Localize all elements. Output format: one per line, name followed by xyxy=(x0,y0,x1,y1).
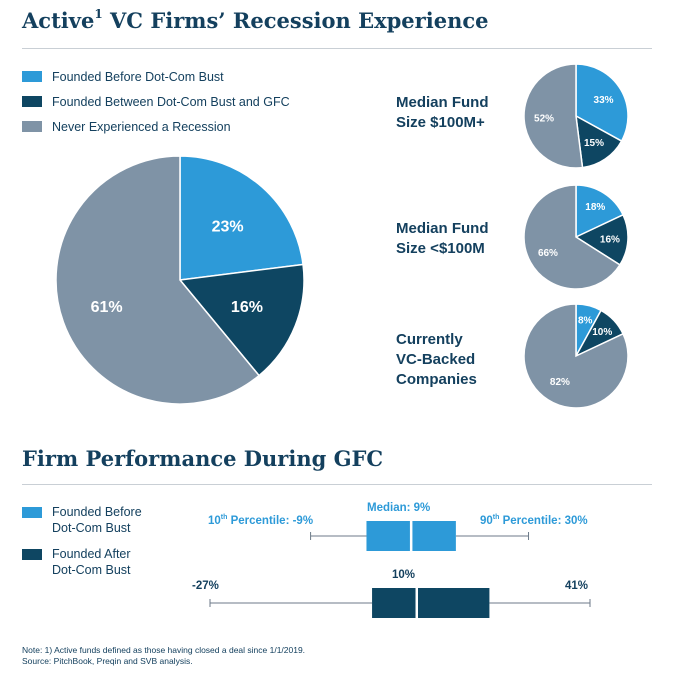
p90-suffix: th xyxy=(492,514,500,521)
section-title-recession: Active1 VC Firms’ Recession Experience xyxy=(22,7,489,33)
legend-item: Founded Between Dot-Com Bust and GFC xyxy=(22,89,290,114)
title-main: Active xyxy=(22,8,95,33)
pie-slice-label: 15% xyxy=(584,138,604,149)
pie-slice-label: 82% xyxy=(550,377,570,388)
footnote: Note: 1) Active funds defined as those h… xyxy=(22,645,305,667)
legend: Founded Before Dot-Com Bust Founded Betw… xyxy=(22,64,290,139)
pie-slice-label: 52% xyxy=(534,114,554,125)
pie-title-line: Currently xyxy=(396,331,463,348)
box-plot-before xyxy=(310,521,530,551)
box-legend-label: Founded After xyxy=(52,547,131,561)
box-before-p10-label: 10th Percentile: -9% xyxy=(208,514,313,527)
section-title-performance: Firm Performance During GFC xyxy=(22,446,384,471)
title-rest: VC Firms’ Recession Experience xyxy=(102,8,489,33)
footnote-note: Note: 1) Active funds defined as those h… xyxy=(22,645,306,655)
pie-slice-label: 66% xyxy=(538,248,558,259)
box-legend-swatch xyxy=(22,507,42,518)
box-lower xyxy=(372,588,417,618)
legend-swatch xyxy=(22,121,42,132)
box-legend: Founded Before Dot-Com Bust Founded Afte… xyxy=(22,504,142,578)
pie-slice xyxy=(523,63,584,169)
pie-title-line: VC-Backed xyxy=(396,351,476,368)
box-before-median-label: Median: 9% xyxy=(367,502,431,514)
box-plot-after xyxy=(209,588,591,618)
legend-swatch xyxy=(22,96,42,107)
box-lower xyxy=(366,521,412,551)
pie-chart-fund-100m-plus: 33% 15% 52% xyxy=(523,63,629,169)
pie-slice xyxy=(178,263,305,377)
pie-title-fund-100m-plus: Median Fund Size $100M+ xyxy=(396,93,489,133)
box-after-median-label: 10% xyxy=(392,569,416,581)
legend-label: Founded Before Dot-Com Bust xyxy=(52,69,224,84)
pie-charts: 23% 16% 61% 33% 15% 52% 18% 16% 66% 8%10% 82% xyxy=(55,63,629,409)
pie-title-line: Size $100M+ xyxy=(396,114,485,131)
pie-slice-label: 16% xyxy=(231,299,263,316)
legend-item: Founded Before Dot-Com Bust xyxy=(22,64,290,89)
box-legend-label: Dot-Com Bust xyxy=(52,563,131,577)
p10-text: Percentile: -9% xyxy=(227,514,314,527)
pie-slice-label: 23% xyxy=(212,219,244,236)
box-legend-label: Dot-Com Bust xyxy=(52,521,131,535)
pie-title-vc-backed: Currently VC-Backed Companies xyxy=(396,330,477,390)
pie-slice xyxy=(575,184,625,239)
pie-slice-label: 33% xyxy=(594,95,614,106)
box-after-max-label: 41% xyxy=(565,580,589,592)
pie-slice-label: 16% xyxy=(600,235,620,246)
pie-slice xyxy=(523,303,629,409)
legend-item: Never Experienced a Recession xyxy=(22,114,290,139)
pie-slice-label: 18% xyxy=(585,202,605,213)
pie-slice xyxy=(574,213,629,266)
box-legend-swatch xyxy=(22,549,42,560)
box-after-min-label: -27% xyxy=(192,580,219,592)
pie-title-line: Median Fund xyxy=(396,94,489,111)
pie-slice xyxy=(179,155,304,281)
title-divider xyxy=(22,48,652,49)
pie-slice xyxy=(575,114,623,169)
box-legend-label: Founded Before xyxy=(52,505,142,519)
box-upper xyxy=(411,521,456,551)
title-footnote-marker: 1 xyxy=(94,7,103,21)
pie-slice xyxy=(575,63,629,143)
box-upper xyxy=(416,588,490,618)
footnote-source: Source: PitchBook, Preqin and SVB analys… xyxy=(22,656,193,666)
p90-text: Percentile: 30% xyxy=(499,514,588,527)
pie-title-line: Size <$100M xyxy=(396,240,485,257)
pie-slice xyxy=(55,155,261,405)
pie-slice-label: 10% xyxy=(592,327,612,338)
section2-divider xyxy=(22,484,652,485)
pie-title-line: Companies xyxy=(396,371,477,388)
legend-label: Founded Between Dot-Com Bust and GFC xyxy=(52,94,290,109)
legend-swatch xyxy=(22,71,42,82)
pie-title-fund-under-100m: Median Fund Size <$100M xyxy=(396,219,489,259)
pie-slice-label: 8% xyxy=(578,316,593,327)
pie-slice-label: 61% xyxy=(91,299,123,316)
legend-label: Never Experienced a Recession xyxy=(52,119,231,134)
p90-number: 90 xyxy=(480,514,493,527)
pie-title-line: Median Fund xyxy=(396,220,489,237)
pie-chart-fund-under-100m: 18% 16% 66% xyxy=(523,184,629,290)
box-before-p90-label: 90th Percentile: 30% xyxy=(480,514,588,527)
pie-chart-vc-backed: 8%10% 82% xyxy=(523,303,629,409)
box-legend-item: Founded After Dot-Com Bust xyxy=(22,546,142,578)
main-pie-chart: 23% 16% 61% xyxy=(55,155,305,405)
box-legend-item: Founded Before Dot-Com Bust xyxy=(22,504,142,536)
p10-number: 10 xyxy=(208,514,221,527)
box-plots xyxy=(209,521,591,618)
p10-suffix: th xyxy=(220,514,228,521)
pie-slice xyxy=(523,184,621,290)
